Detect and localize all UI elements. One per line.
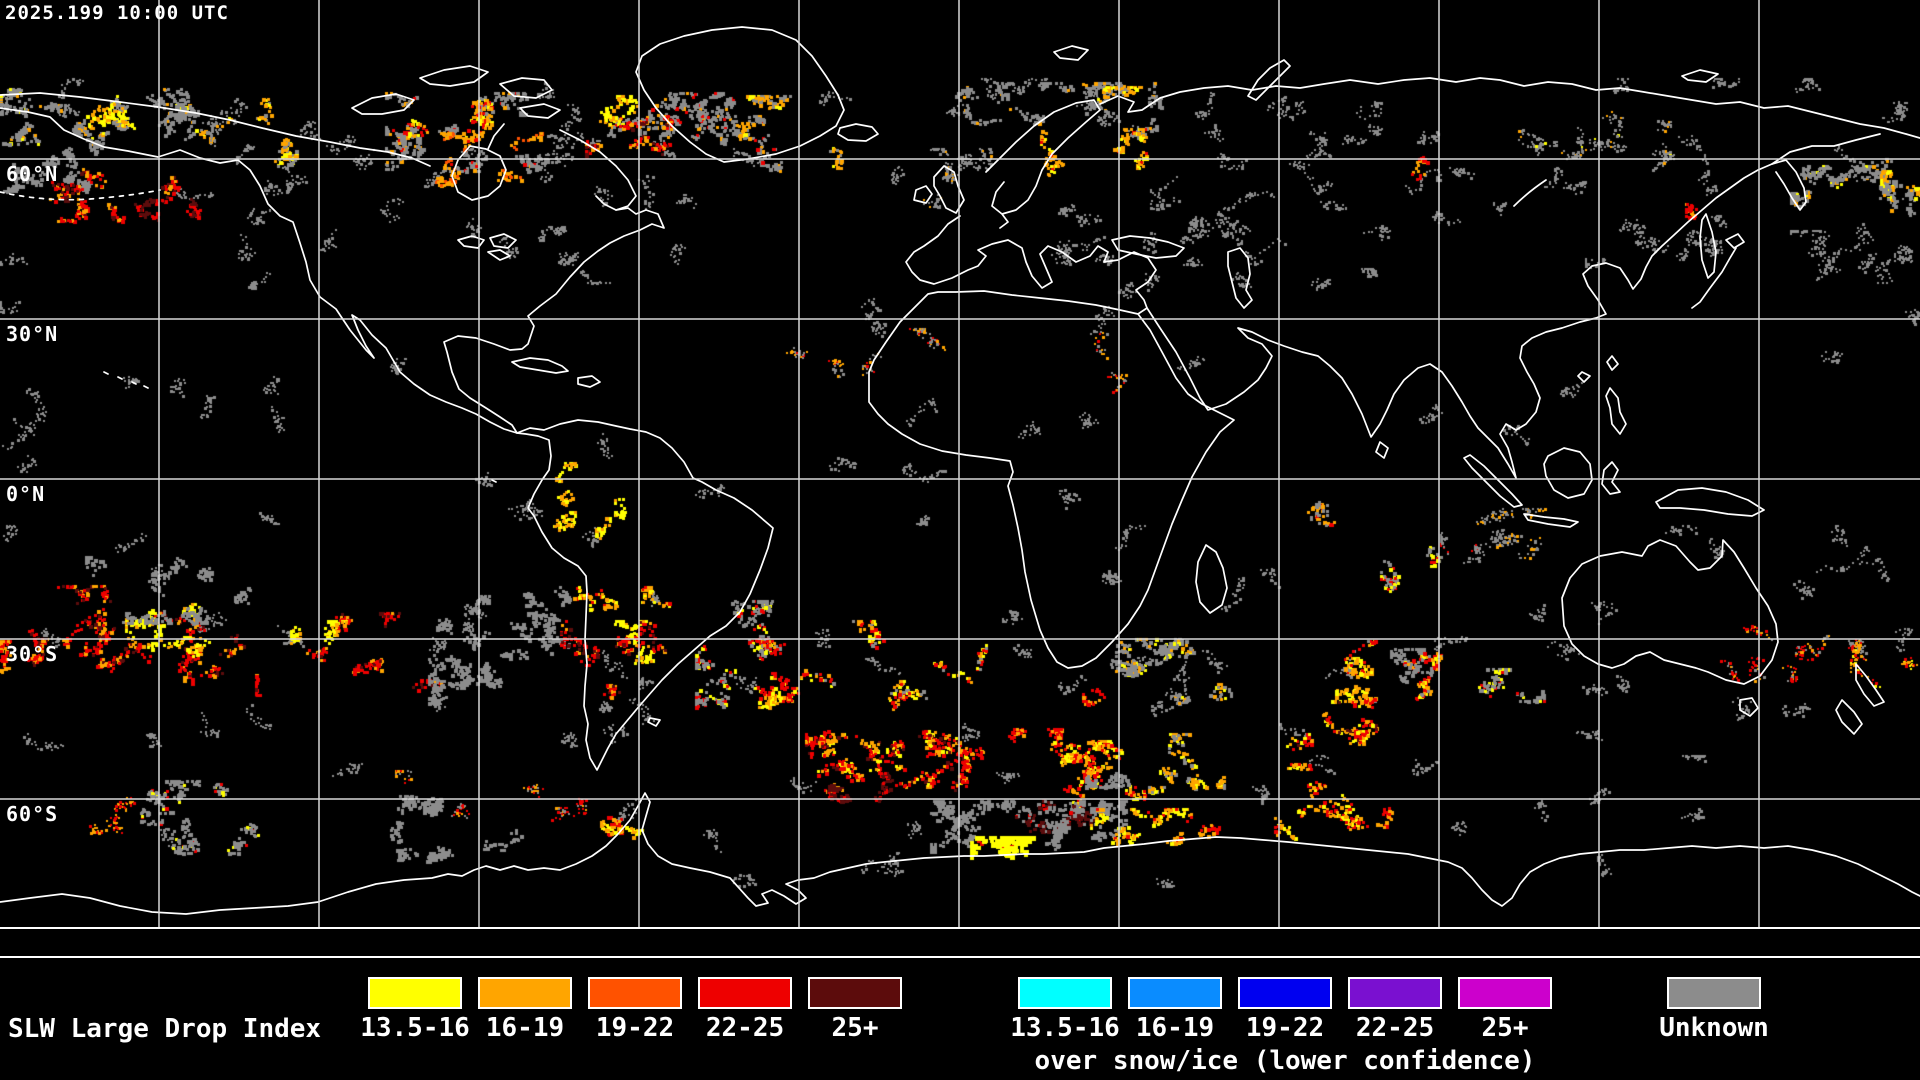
latitude-label: 60°N <box>6 162 59 186</box>
legend-range-label: 25+ <box>1481 1013 1529 1043</box>
coastline-path <box>0 92 159 108</box>
coastline-path <box>635 26 845 163</box>
legend-swatch-snow-25plus <box>1458 977 1552 1009</box>
coastline-path <box>457 233 517 261</box>
coastline-path <box>351 65 561 119</box>
coastline-path <box>0 189 161 201</box>
coastline-path <box>157 106 431 167</box>
legend-swatch-snow-22-25 <box>1348 977 1442 1009</box>
coastline-path <box>443 195 665 434</box>
legend-range-label: 22-25 <box>1355 1013 1435 1043</box>
coastline-path <box>837 123 879 142</box>
latitude-label: 30°S <box>6 642 59 666</box>
legend-range-label: 16-19 <box>1135 1013 1215 1043</box>
coastlines <box>0 26 1920 915</box>
coastline-path <box>913 165 965 214</box>
coastline-path <box>1691 213 1745 309</box>
coastline-path <box>1561 539 1779 717</box>
legend-range-label: 25+ <box>831 1013 879 1043</box>
legend-range-label: 19-22 <box>1245 1013 1325 1043</box>
legend-range-label: 13.5-16 <box>1010 1013 1120 1043</box>
graticule <box>0 0 1920 928</box>
legend-swatch-25plus <box>808 977 902 1009</box>
legend-swatch-22-25 <box>698 977 792 1009</box>
timestamp: 2025.199 10:00 UTC <box>5 2 229 24</box>
coastline-path <box>0 107 518 434</box>
coastline-path <box>1835 663 1885 735</box>
latitude-label: 0°N <box>6 482 46 506</box>
legend-range-label: 16-19 <box>485 1013 565 1043</box>
coastline-path <box>103 371 497 483</box>
latitude-label: 60°S <box>6 802 59 826</box>
legend-swatch-snow-13.5-16 <box>1018 977 1112 1009</box>
legend-snow-caption: over snow/ice (lower confidence) <box>1034 1046 1536 1076</box>
coastline-path <box>559 129 637 211</box>
coastline-path <box>0 792 1920 915</box>
coastline-path <box>868 215 1235 669</box>
coastline-path <box>1146 159 1807 479</box>
coastline-path <box>985 99 1101 229</box>
coastline-path <box>1111 235 1253 309</box>
coastline-path <box>1195 544 1228 614</box>
data-pixel-layer <box>0 0 1920 960</box>
legend-swatch-snow-16-19 <box>1128 977 1222 1009</box>
legend-swatch-16-19 <box>478 977 572 1009</box>
legend-unknown-label: Unknown <box>1659 1013 1769 1043</box>
map-edge-lines <box>0 927 1920 958</box>
coastline-path <box>516 419 774 771</box>
legend-swatch-unknown <box>1667 977 1761 1009</box>
legend-range-label: 19-22 <box>595 1013 675 1043</box>
legend-range-label: 22-25 <box>705 1013 785 1043</box>
legend-range-label: 13.5-16 <box>360 1013 470 1043</box>
coastline-path <box>1053 45 1719 101</box>
latitude-label: 30°N <box>6 322 59 346</box>
map-area: 2025.199 10:00 UTC 60°N 30°N 0°N 30°S 60°S <box>0 0 1920 960</box>
coastline-path <box>1099 77 1920 139</box>
legend-swatch-19-22 <box>588 977 682 1009</box>
coastline-path <box>1463 447 1765 528</box>
coastline-path <box>1771 133 1881 165</box>
coastline-path <box>451 123 507 201</box>
coastline-grid-layer <box>0 0 1920 958</box>
legend: SLW Large Drop Index 13.5-16 16-19 19-22… <box>0 960 1920 1080</box>
legend-swatch-snow-19-22 <box>1238 977 1332 1009</box>
legend-title: SLW Large Drop Index <box>8 1014 322 1044</box>
coastline-path <box>1375 179 1627 459</box>
legend-swatch-13.5-16 <box>368 977 462 1009</box>
coastline-path <box>511 357 661 727</box>
